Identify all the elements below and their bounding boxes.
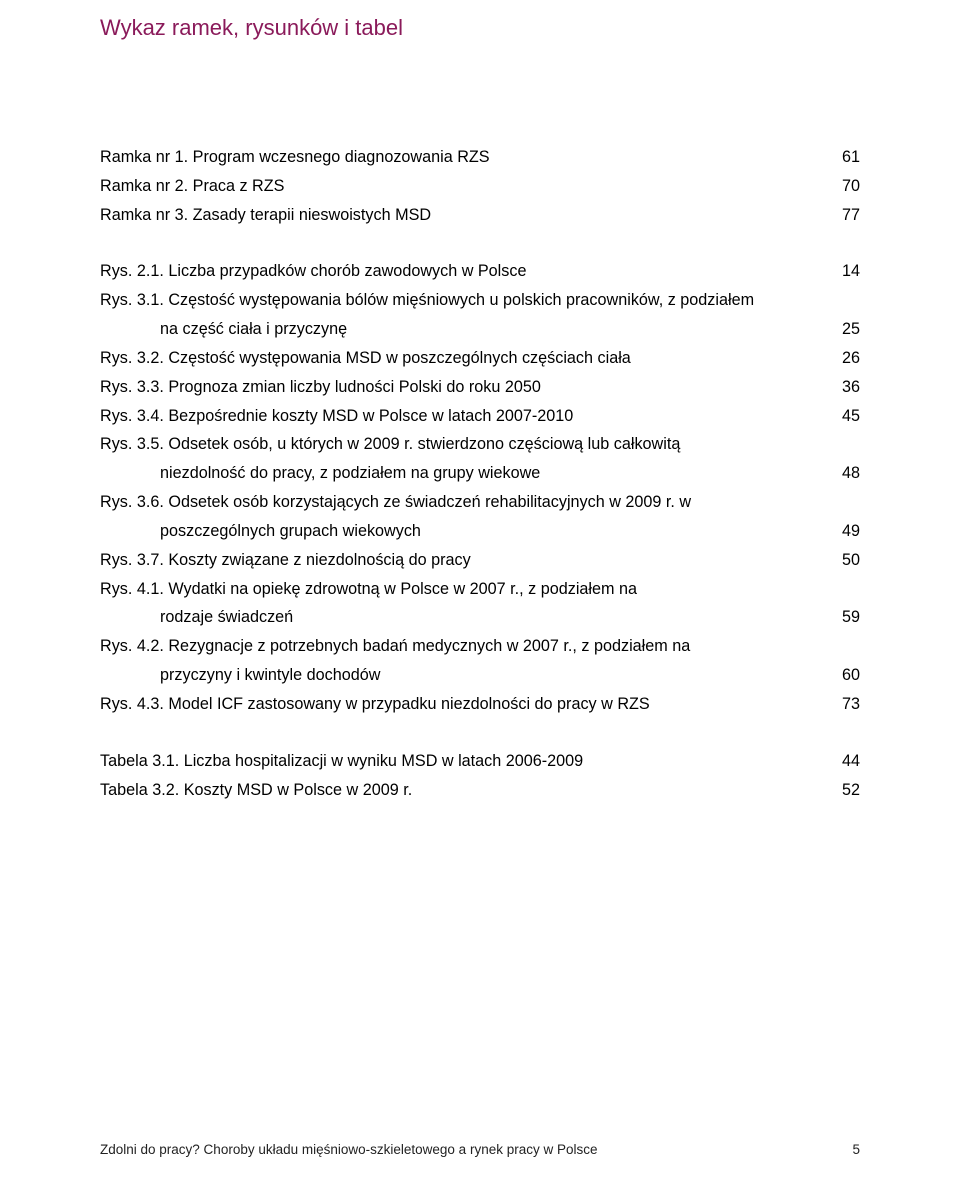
page-container: Wykaz ramek, rysunków i tabel Ramka nr 1…: [0, 0, 960, 1183]
entry-label: Rys. 3.2. Częstość występowania MSD w po…: [100, 344, 834, 373]
entry-page: 61: [834, 143, 860, 172]
entry-label: Rys. 4.2. Rezygnacje z potrzebnych badań…: [100, 632, 860, 661]
list-item: Rys. 4.2. Rezygnacje z potrzebnych badań…: [100, 632, 860, 661]
page-heading: Wykaz ramek, rysunków i tabel: [100, 15, 860, 41]
list-item: Ramka nr 2. Praca z RZS 70: [100, 172, 860, 201]
list-item-continuation: niezdolność do pracy, z podziałem na gru…: [100, 459, 860, 488]
footer-page-number: 5: [852, 1142, 860, 1157]
list-item-continuation: przyczyny i kwintyle dochodów 60: [100, 661, 860, 690]
entry-label: Ramka nr 2. Praca z RZS: [100, 172, 834, 201]
entry-continuation: poszczególnych grupach wiekowych: [100, 517, 834, 546]
entry-label: Rys. 4.3. Model ICF zastosowany w przypa…: [100, 690, 834, 719]
entry-page: 36: [834, 373, 860, 402]
list-item: Rys. 3.4. Bezpośrednie koszty MSD w Pols…: [100, 402, 860, 431]
list-item: Rys. 3.7. Koszty związane z niezdolności…: [100, 546, 860, 575]
list-item: Ramka nr 3. Zasady terapii nieswoistych …: [100, 201, 860, 230]
entry-label: Rys. 3.7. Koszty związane z niezdolności…: [100, 546, 834, 575]
entry-continuation: niezdolność do pracy, z podziałem na gru…: [100, 459, 834, 488]
entry-page: 77: [834, 201, 860, 230]
entry-page: 73: [834, 690, 860, 719]
list-item: Rys. 3.2. Częstość występowania MSD w po…: [100, 344, 860, 373]
list-item: Tabela 3.2. Koszty MSD w Polsce w 2009 r…: [100, 776, 860, 805]
entry-label: Tabela 3.1. Liczba hospitalizacji w wyni…: [100, 747, 834, 776]
list-item: Rys. 3.6. Odsetek osób korzystających ze…: [100, 488, 860, 517]
list-item-continuation: poszczególnych grupach wiekowych 49: [100, 517, 860, 546]
footer-left: Zdolni do pracy? Choroby układu mięśniow…: [100, 1142, 598, 1157]
entry-page: 59: [834, 603, 860, 632]
list-of-entries: Ramka nr 1. Program wczesnego diagnozowa…: [100, 143, 860, 804]
entry-page: 52: [834, 776, 860, 805]
entry-continuation: rodzaje świadczeń: [100, 603, 834, 632]
entry-label: Rys. 3.1. Częstość występowania bólów mi…: [100, 286, 860, 315]
list-item: Tabela 3.1. Liczba hospitalizacji w wyni…: [100, 747, 860, 776]
entry-page: 26: [834, 344, 860, 373]
list-item-continuation: na część ciała i przyczynę 25: [100, 315, 860, 344]
list-item: Rys. 4.1. Wydatki na opiekę zdrowotną w …: [100, 575, 860, 604]
list-item: Rys. 3.1. Częstość występowania bólów mi…: [100, 286, 860, 315]
entry-label: Ramka nr 3. Zasady terapii nieswoistych …: [100, 201, 834, 230]
list-item: Rys. 3.5. Odsetek osób, u których w 2009…: [100, 430, 860, 459]
entry-page: 49: [834, 517, 860, 546]
entry-page: 45: [834, 402, 860, 431]
entry-label: Rys. 4.1. Wydatki na opiekę zdrowotną w …: [100, 575, 860, 604]
entry-label: Rys. 3.5. Odsetek osób, u których w 2009…: [100, 430, 860, 459]
entry-page: 60: [834, 661, 860, 690]
entry-label: Rys. 2.1. Liczba przypadków chorób zawod…: [100, 257, 834, 286]
entry-label: Rys. 3.6. Odsetek osób korzystających ze…: [100, 488, 860, 517]
page-footer: Zdolni do pracy? Choroby układu mięśniow…: [100, 1142, 860, 1157]
section-gap: [100, 229, 860, 257]
list-item-continuation: rodzaje świadczeń 59: [100, 603, 860, 632]
entry-continuation: przyczyny i kwintyle dochodów: [100, 661, 834, 690]
entry-page: 25: [834, 315, 860, 344]
entry-label: Tabela 3.2. Koszty MSD w Polsce w 2009 r…: [100, 776, 834, 805]
section-gap: [100, 719, 860, 747]
entry-label: Ramka nr 1. Program wczesnego diagnozowa…: [100, 143, 834, 172]
list-item: Rys. 3.3. Prognoza zmian liczby ludności…: [100, 373, 860, 402]
entry-continuation: na część ciała i przyczynę: [100, 315, 834, 344]
spacer: [100, 41, 860, 143]
entry-label: Rys. 3.4. Bezpośrednie koszty MSD w Pols…: [100, 402, 834, 431]
list-item: Rys. 4.3. Model ICF zastosowany w przypa…: [100, 690, 860, 719]
entry-label: Rys. 3.3. Prognoza zmian liczby ludności…: [100, 373, 834, 402]
entry-page: 50: [834, 546, 860, 575]
entry-page: 44: [834, 747, 860, 776]
entry-page: 48: [834, 459, 860, 488]
list-item: Rys. 2.1. Liczba przypadków chorób zawod…: [100, 257, 860, 286]
list-item: Ramka nr 1. Program wczesnego diagnozowa…: [100, 143, 860, 172]
entry-page: 70: [834, 172, 860, 201]
entry-page: 14: [834, 257, 860, 286]
